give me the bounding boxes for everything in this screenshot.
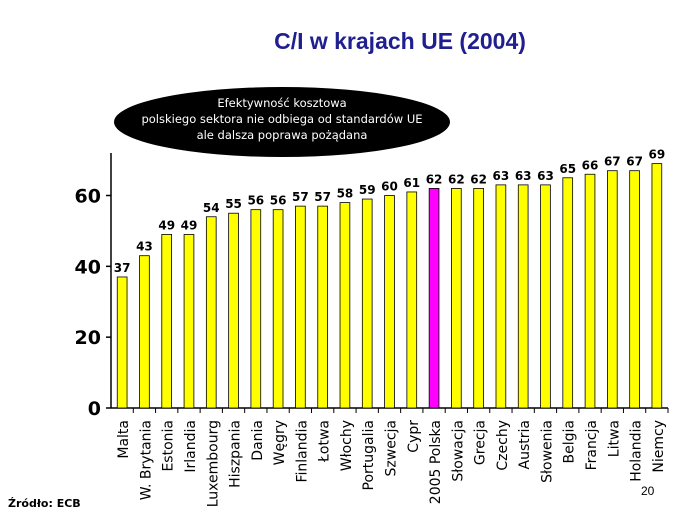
category-label: Portugalia bbox=[361, 420, 377, 490]
value-label: 62 bbox=[470, 172, 487, 186]
value-label: 63 bbox=[493, 169, 510, 183]
category-label: W. Brytania bbox=[138, 420, 154, 500]
category-label: Niemcy bbox=[651, 420, 667, 473]
bar bbox=[540, 184, 551, 409]
value-label: 54 bbox=[203, 201, 220, 215]
bar bbox=[228, 212, 239, 409]
value-label: 69 bbox=[649, 148, 666, 162]
category-label: Irlandia bbox=[183, 420, 199, 473]
bar bbox=[183, 234, 195, 409]
value-label: 43 bbox=[136, 240, 153, 254]
bar bbox=[317, 205, 328, 409]
category-label: Słowenia bbox=[539, 420, 555, 483]
y-tick-label: 0 bbox=[88, 398, 101, 420]
category-label: Węgry bbox=[272, 420, 288, 465]
y-tick-label: 60 bbox=[75, 186, 101, 208]
value-label: 56 bbox=[270, 194, 287, 208]
category-label: Czechy bbox=[495, 420, 511, 471]
bar bbox=[250, 209, 262, 409]
bar bbox=[473, 188, 484, 409]
value-label: 58 bbox=[337, 187, 354, 201]
y-tick-label: 20 bbox=[75, 327, 101, 349]
value-label: 49 bbox=[181, 218, 198, 232]
category-label: 2005 Polska bbox=[428, 420, 444, 504]
value-label: 63 bbox=[537, 169, 554, 183]
category-label: Austria bbox=[517, 420, 533, 469]
annotation-callout: Efektywność kosztowa polskiego sektora n… bbox=[114, 87, 450, 157]
bar bbox=[139, 255, 150, 409]
category-label: Belgia bbox=[562, 420, 578, 463]
value-labels: 37 43 49 49 54 55 56 56 57 57 58 59 60 61 62 62 62 63 63 63… bbox=[114, 148, 665, 275]
value-label: 66 bbox=[582, 158, 599, 172]
value-label: 59 bbox=[359, 183, 376, 197]
annotation-line-2: polskiego sektora nie odbiega od standar… bbox=[141, 112, 422, 126]
category-label: Litwa bbox=[606, 420, 622, 457]
value-label: 55 bbox=[225, 197, 242, 211]
bar bbox=[606, 170, 618, 409]
annotation-line-1: Efektywność kosztowa bbox=[217, 96, 346, 110]
value-label: 57 bbox=[292, 190, 309, 204]
bar bbox=[495, 184, 507, 409]
value-label: 49 bbox=[158, 218, 175, 232]
category-label: Cypr bbox=[406, 420, 422, 453]
bar bbox=[406, 191, 418, 409]
value-label: 67 bbox=[604, 155, 621, 169]
bar bbox=[295, 205, 306, 409]
category-label: Hiszpania bbox=[228, 420, 244, 488]
y-tick-label: 40 bbox=[75, 256, 101, 278]
category-label: Estonia bbox=[161, 420, 177, 472]
bar bbox=[361, 198, 373, 409]
value-label: 60 bbox=[381, 180, 398, 194]
bar bbox=[161, 234, 173, 409]
y-tick-labels: 0 20 40 60 bbox=[75, 186, 101, 421]
value-label: 61 bbox=[403, 176, 420, 190]
annotation-line-3: ale dalsza poprawa pożądana bbox=[197, 128, 368, 142]
bar bbox=[384, 195, 395, 409]
value-label: 65 bbox=[559, 162, 576, 176]
category-label: Malta bbox=[116, 420, 132, 459]
value-label: 56 bbox=[247, 194, 264, 208]
category-label: Luxembourg bbox=[205, 420, 221, 507]
category-label: Słowacja bbox=[450, 420, 466, 482]
value-label: 62 bbox=[448, 172, 465, 186]
category-label: Grecja bbox=[473, 420, 489, 465]
x-tick-labels: Malta W. Brytania Estonia Irlandia Luxembour… bbox=[116, 420, 667, 508]
bar bbox=[584, 173, 596, 409]
bar bbox=[562, 177, 574, 409]
value-label: 37 bbox=[114, 261, 131, 275]
category-label: Łotwa bbox=[317, 420, 333, 463]
bar bbox=[629, 170, 640, 409]
bar bbox=[116, 276, 128, 409]
bar bbox=[339, 202, 351, 409]
bar bbox=[205, 216, 217, 409]
annotation-ellipse bbox=[114, 87, 450, 157]
bar bbox=[517, 184, 529, 409]
bar bbox=[451, 188, 462, 409]
category-label: Dania bbox=[250, 420, 266, 461]
bar bbox=[651, 163, 663, 409]
category-label: Francja bbox=[584, 420, 600, 470]
page-number: 20 bbox=[641, 484, 655, 498]
source-note: Źródło: ECB bbox=[8, 497, 81, 510]
value-label: 63 bbox=[515, 169, 532, 183]
category-label: Finlandia bbox=[294, 420, 310, 483]
bars bbox=[116, 163, 663, 409]
bar bbox=[272, 209, 284, 409]
category-label: Włochy bbox=[339, 420, 355, 471]
value-label: 67 bbox=[626, 155, 643, 169]
category-label: Holandia bbox=[629, 420, 645, 482]
value-label: 62 bbox=[426, 172, 443, 186]
chart-title: C/I w krajach UE (2004) bbox=[274, 28, 526, 54]
category-label: Szwecja bbox=[384, 420, 400, 476]
value-label: 57 bbox=[314, 190, 331, 204]
bar bbox=[428, 188, 440, 409]
